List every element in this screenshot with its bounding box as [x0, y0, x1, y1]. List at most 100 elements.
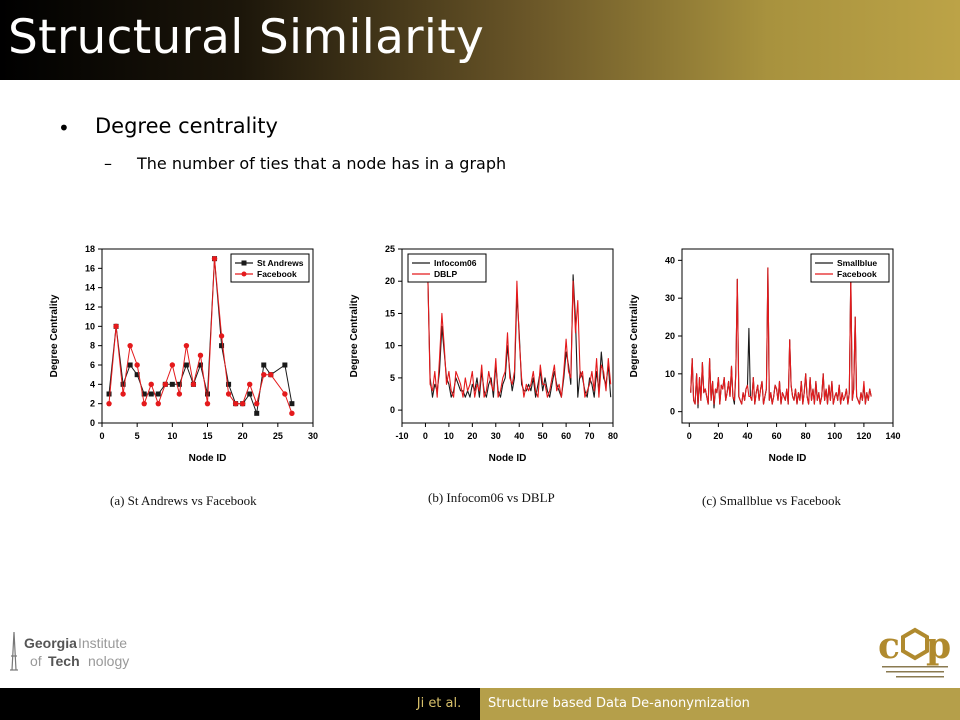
data-point [211, 255, 218, 262]
bullet-marker: • [58, 116, 70, 140]
y-tick-label: 8 [90, 341, 95, 351]
x-tick-label: 10 [444, 431, 454, 441]
x-tick-label: 100 [827, 431, 842, 441]
series-line-1 [427, 274, 612, 398]
footer-topic: Structure based Data De-anonymization [480, 688, 960, 720]
plot-frame [401, 248, 614, 424]
x-tick-label: -10 [395, 431, 408, 441]
x-tick-label: 0 [687, 431, 692, 441]
y-tick-label: 16 [85, 263, 95, 273]
y-tick-label: 10 [85, 321, 95, 331]
cap-group-logo: c p [878, 625, 951, 678]
y-tick-label: 0 [670, 407, 675, 417]
x-axis-label: Node ID [189, 453, 227, 464]
x-tick-label: 70 [585, 431, 595, 441]
data-point [289, 401, 295, 407]
y-tick-label: 20 [385, 276, 395, 286]
data-point [169, 381, 175, 387]
data-point [261, 371, 267, 378]
x-tick-label: 120 [856, 431, 871, 441]
legend-label: Infocom06 [434, 258, 477, 268]
data-point [106, 391, 112, 397]
y-tick-label: 2 [90, 399, 95, 409]
legend-box [810, 253, 890, 283]
legend-swatch-marker [241, 260, 247, 266]
y-axis-label: Degree Centrality [49, 294, 60, 377]
caption-a: (a) St Andrews vs Facebook [110, 493, 257, 508]
x-tick-label: 30 [308, 431, 318, 441]
data-point [176, 381, 182, 387]
x-tick-label: 10 [167, 431, 177, 441]
svg-text:c: c [878, 625, 900, 667]
y-axis-label: Degree Centrality [629, 294, 640, 377]
data-point [282, 391, 288, 397]
data-point [239, 400, 246, 407]
slide-title: Structural Similarity [8, 10, 485, 65]
y-tick-label: 40 [665, 255, 675, 265]
y-tick-label: 20 [665, 331, 675, 341]
bullet-degree-centrality: Degree centrality [95, 114, 278, 138]
data-point [197, 352, 204, 359]
series-line-0 [108, 258, 293, 414]
y-tick-label: 25 [385, 244, 395, 254]
y-tick-label: 5 [390, 373, 395, 383]
y-tick-label: 18 [85, 244, 95, 254]
legend-box [230, 253, 310, 283]
data-point [247, 391, 253, 397]
svg-text:Tech: Tech [48, 653, 80, 669]
georgia-tech-logo: Georgia Institute of Tech nology [10, 631, 129, 671]
svg-text:Institute: Institute [78, 635, 127, 651]
data-point [127, 342, 133, 349]
data-point [141, 391, 147, 397]
x-tick-label: 140 [885, 431, 900, 441]
series-line-1 [108, 258, 293, 414]
x-tick-label: 40 [514, 431, 524, 441]
data-point [261, 362, 267, 368]
x-tick-label: 0 [423, 431, 428, 441]
legend-box [407, 253, 487, 283]
x-tick-label: 15 [202, 431, 212, 441]
x-tick-label: 60 [561, 431, 571, 441]
x-tick-label: 5 [135, 431, 140, 441]
data-point [155, 400, 161, 407]
chart-smallblue-vs-facebook: 0 20 40 60 80 100 120 140 0 10 20 30 40 Node ID Degree… [625, 240, 905, 475]
legend-label: Smallblue [837, 258, 877, 268]
legend-label: St Andrews [257, 258, 304, 268]
data-point [162, 381, 168, 388]
data-point [197, 362, 203, 368]
chart-st-andrews-vs-facebook: 0 5 10 15 20 25 30 0 2 4 6 8 10 12 14 16 18 Node ID Degree… [45, 240, 325, 475]
x-tick-label: 60 [772, 431, 782, 441]
chart-infocom06-vs-dblp: -10 0 10 20 30 40 50 60 70 80 0 5 10 15 20 25 Node ID Deg… [345, 240, 625, 475]
data-point [183, 342, 190, 349]
data-point [219, 343, 225, 349]
x-tick-label: 50 [538, 431, 548, 441]
x-tick-label: 20 [238, 431, 248, 441]
caption-b: (b) Infocom06 vs DBLP [428, 490, 555, 505]
data-point [113, 323, 119, 330]
y-tick-label: 4 [90, 379, 95, 389]
legend-label: Facebook [257, 269, 297, 279]
data-point [289, 410, 295, 417]
legend-swatch-marker [241, 271, 247, 277]
data-point [148, 391, 154, 397]
data-point [120, 391, 126, 397]
y-tick-label: 10 [385, 341, 395, 351]
y-tick-label: 6 [90, 360, 95, 370]
sub-bullet-definition: The number of ties that a node has in a … [137, 154, 507, 173]
chart-svg: 0 20 40 60 80 100 120 140 0 10 20 30 40 Node ID Degree… [629, 248, 901, 464]
data-point [225, 391, 232, 397]
y-axis-label: Degree Centrality [349, 294, 360, 377]
y-tick-label: 30 [665, 293, 675, 303]
y-tick-label: 0 [390, 405, 395, 415]
title-bar [0, 0, 960, 80]
svg-text:p: p [926, 625, 951, 667]
data-point [254, 400, 260, 407]
chart-svg: -10 0 10 20 30 40 50 60 70 80 0 5 10 15 20 25 Node ID Deg… [349, 244, 618, 464]
data-point [120, 381, 126, 387]
x-tick-label: 25 [273, 431, 283, 441]
legend-label: DBLP [434, 269, 457, 279]
series-line-1 [690, 267, 872, 405]
data-point [169, 362, 176, 368]
svg-text:nology: nology [88, 653, 129, 669]
x-tick-label: 80 [608, 431, 618, 441]
